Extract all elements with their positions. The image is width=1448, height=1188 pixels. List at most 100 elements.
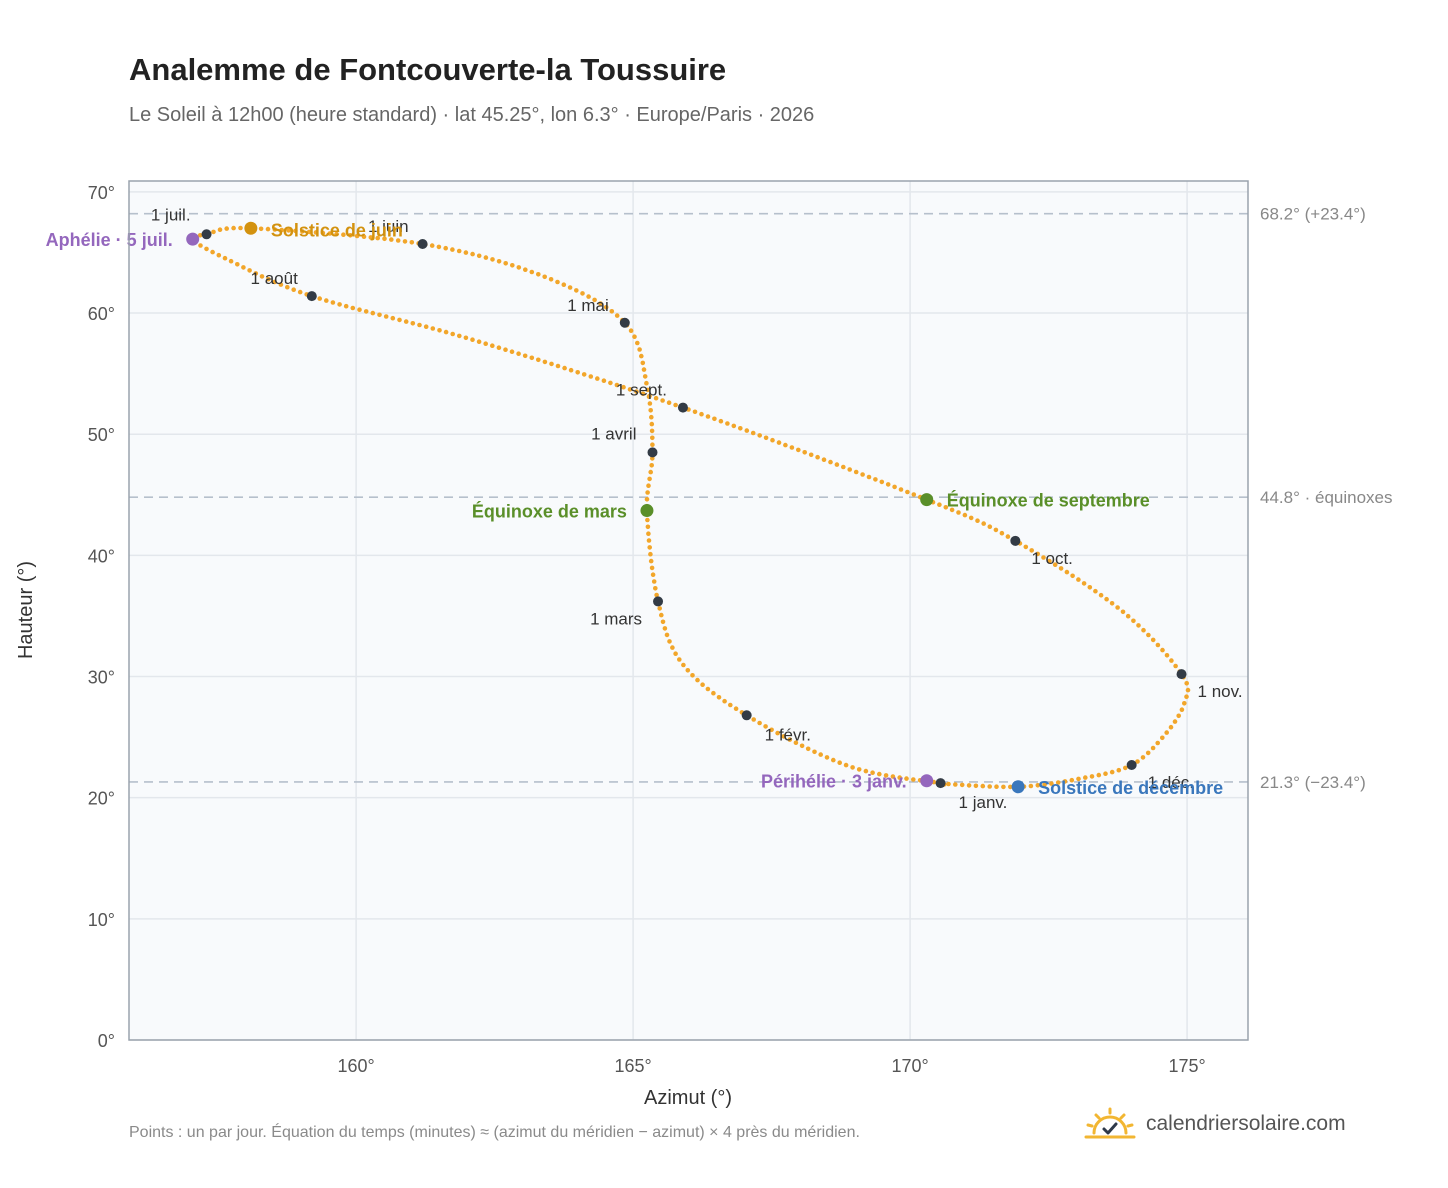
daily-sun-position — [343, 303, 349, 309]
daily-sun-position — [892, 484, 897, 490]
daily-sun-position — [1140, 755, 1146, 760]
daily-sun-position — [966, 783, 972, 788]
daily-sun-position — [648, 551, 653, 557]
daily-sun-position — [905, 489, 910, 495]
daily-sun-position — [555, 279, 560, 285]
daily-sun-position — [1029, 548, 1034, 553]
daily-sun-position — [808, 452, 814, 458]
daily-sun-position — [1103, 771, 1108, 776]
daily-sun-position — [542, 274, 547, 280]
daily-sun-position — [614, 313, 620, 318]
daily-sun-position — [973, 783, 979, 789]
month-marker-label: 1 janv. — [959, 793, 1008, 812]
month-marker-label: 1 août — [251, 269, 299, 288]
daily-sun-position — [443, 329, 449, 335]
daily-sun-position — [1049, 781, 1054, 786]
daily-sun-position — [750, 430, 756, 436]
event-marker-label: Aphélie · 5 juil. — [46, 230, 173, 250]
daily-sun-position — [850, 765, 855, 770]
daily-sun-position — [789, 445, 795, 450]
daily-sun-position — [247, 268, 252, 273]
daily-sun-position — [265, 226, 271, 232]
daily-sun-position — [648, 469, 653, 475]
sun-logo-icon — [1084, 1107, 1136, 1139]
daily-sun-position — [731, 423, 737, 429]
daily-sun-position — [417, 322, 422, 328]
daily-sun-position — [670, 645, 675, 650]
daily-sun-position — [649, 463, 654, 468]
daily-sun-position — [370, 310, 376, 316]
daily-sun-position — [1135, 759, 1140, 764]
daily-sun-position — [648, 408, 653, 413]
month-marker-label: 1 déc. — [1148, 773, 1194, 792]
month-marker-label: 1 juil. — [151, 205, 191, 224]
daily-sun-position — [1062, 779, 1068, 784]
daily-sun-position — [718, 418, 724, 424]
daily-sun-position — [666, 400, 672, 406]
daily-sun-position — [224, 226, 229, 231]
event-marker — [640, 504, 654, 518]
daily-sun-position — [646, 483, 651, 489]
daily-sun-position — [775, 730, 780, 736]
daily-sun-position — [853, 469, 859, 475]
reference-line-label: 21.3° (−23.4°) — [1260, 773, 1366, 792]
y-tick-label: 40° — [88, 546, 115, 566]
month-marker — [306, 291, 317, 302]
daily-sun-position — [561, 282, 567, 288]
daily-sun-position — [783, 442, 788, 448]
x-axis-title: Azimut (°) — [644, 1087, 732, 1109]
daily-sun-position — [662, 626, 668, 631]
daily-sun-position — [649, 565, 655, 571]
daily-sun-position — [463, 335, 469, 341]
daily-sun-position — [685, 668, 691, 673]
daily-sun-position — [744, 428, 750, 433]
daily-sun-position — [1005, 534, 1011, 539]
daily-sun-position — [470, 251, 475, 257]
daily-sun-position — [361, 234, 367, 239]
daily-sun-position — [815, 454, 820, 460]
daily-sun-position — [1184, 681, 1189, 686]
reference-lines: 68.2° (+23.4°) 44.8° · équinoxes 21.3° (−2… — [129, 205, 1393, 792]
daily-sun-position — [1069, 777, 1075, 783]
daily-sun-position — [1141, 627, 1146, 633]
daily-sun-position — [628, 328, 634, 334]
daily-sun-position — [660, 619, 666, 625]
event-markers: Solstice de juin Aphélie · 5 juil. Équinox… — [46, 220, 1224, 798]
daily-sun-position — [1145, 750, 1151, 756]
daily-sun-position — [476, 339, 482, 345]
y-tick-label: 0° — [98, 1031, 115, 1051]
daily-sun-position — [450, 247, 455, 252]
brand[interactable]: calendriersolaire.com — [1084, 1104, 1346, 1144]
daily-sun-position — [436, 244, 442, 250]
daily-sun-position — [911, 777, 916, 782]
daily-sun-position — [860, 472, 865, 477]
daily-sun-position — [297, 289, 303, 295]
month-marker — [417, 239, 428, 250]
daily-sun-position — [659, 612, 664, 618]
daily-sun-position — [529, 355, 535, 361]
month-marker-label: 1 mars — [590, 609, 642, 628]
daily-sun-position — [204, 246, 209, 252]
daily-sun-position — [548, 277, 554, 282]
grid — [129, 181, 1248, 1041]
month-marker-label: 1 mai — [567, 296, 609, 315]
daily-sun-position — [885, 482, 891, 487]
daily-sun-position — [1160, 735, 1165, 741]
daily-sun-position — [536, 357, 541, 363]
daily-sun-position — [1168, 724, 1174, 730]
month-marker — [653, 596, 664, 607]
month-marker — [1126, 759, 1137, 770]
daily-sun-position — [598, 301, 603, 306]
daily-sun-position — [470, 337, 475, 343]
daily-sun-position — [1008, 784, 1013, 790]
daily-sun-position — [653, 586, 658, 591]
event-marker-label: Périhélie · 3 janv. — [761, 772, 907, 792]
daily-sun-position — [1131, 618, 1136, 624]
daily-sun-position — [949, 507, 955, 513]
event-marker-label: Solstice de juin — [271, 220, 403, 240]
daily-sun-position — [653, 395, 659, 401]
daily-sun-position — [216, 252, 222, 258]
daily-sun-position — [377, 312, 382, 318]
daily-sun-position — [409, 240, 415, 245]
daily-sun-position — [646, 538, 652, 543]
